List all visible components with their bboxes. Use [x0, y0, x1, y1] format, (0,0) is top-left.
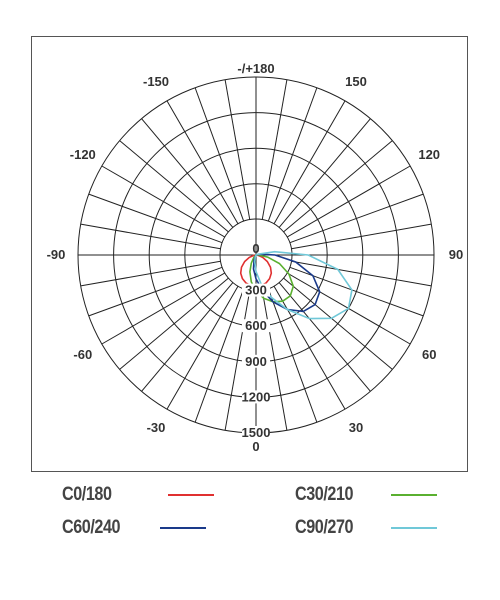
legend-label: C60/240: [62, 517, 121, 538]
radial-label-bg: [242, 390, 270, 404]
grid-spoke: [80, 223, 221, 250]
chart-frame: [31, 36, 468, 472]
angle-label: -30: [147, 420, 166, 435]
grid-spoke: [283, 277, 393, 370]
grid-spoke: [267, 288, 318, 423]
grid-spoke: [224, 290, 251, 431]
radial-label-bg: [242, 426, 270, 439]
grid-spoke: [261, 290, 288, 431]
grid-spoke: [291, 223, 432, 250]
radial-label: 1500: [242, 425, 271, 440]
radial-label: 0: [252, 241, 259, 256]
grid-spoke: [224, 79, 251, 220]
grid-spoke: [141, 282, 234, 392]
legend-item-c60-240: C60/240: [62, 517, 206, 539]
angle-label: -/+180: [237, 61, 274, 76]
radial-label-bg: [242, 319, 270, 333]
grid-spoke: [289, 266, 424, 317]
grid-spoke: [194, 87, 245, 222]
grid-spoke: [267, 87, 318, 222]
legend-swatch: [160, 527, 206, 529]
grid-spoke: [119, 140, 229, 233]
grid-spoke: [88, 193, 223, 244]
radial-label: 1200: [242, 389, 271, 404]
grid-spoke: [119, 277, 229, 370]
grid-spoke: [283, 140, 393, 233]
grid-spoke: [194, 288, 245, 423]
angle-label: 90: [449, 247, 463, 262]
radial-label-bg: [242, 354, 270, 368]
angle-label: 120: [418, 147, 440, 162]
grid-spoke: [141, 118, 234, 228]
grid-spoke: [289, 193, 424, 244]
legend-item-c30-210: C30/210: [295, 484, 437, 506]
legend-label: C90/270: [295, 517, 354, 538]
radial-label-bg: [242, 283, 270, 297]
legend-swatch: [391, 494, 437, 496]
curve-c60-240: [252, 253, 321, 313]
angle-label: -150: [143, 74, 169, 89]
grid-spoke: [80, 260, 221, 287]
radial-label: 600: [245, 318, 267, 333]
grid-spoke: [278, 282, 371, 392]
legend-swatch: [391, 527, 437, 529]
radial-label: 300: [245, 283, 267, 298]
angle-label: 150: [345, 74, 367, 89]
legend-item-c0-180: C0/180: [62, 484, 214, 506]
angle-label: -120: [70, 147, 96, 162]
angle-labels: -/+180 150 -150 120 -120 90 -90 60 -60 30 -30 0: [47, 61, 464, 454]
grid-spoke: [261, 79, 288, 220]
angle-label: -60: [73, 347, 92, 362]
grid-spoke: [291, 260, 432, 287]
curve-c90-270: [253, 250, 353, 320]
legend-swatch: [168, 494, 214, 496]
legend-label: C0/180: [62, 484, 112, 505]
legend-label: C30/210: [295, 484, 354, 505]
grid-spoke: [278, 118, 371, 228]
angle-label: 0: [252, 439, 259, 454]
legend-item-c90-270: C90/270: [295, 517, 437, 539]
radial-label: 900: [245, 354, 267, 369]
angle-label: -90: [47, 247, 66, 262]
angle-label: 30: [349, 420, 363, 435]
radial-labels: 0 300 600 900 1200 1500: [242, 241, 271, 440]
grid-spoke: [88, 266, 223, 317]
angle-label: 60: [422, 347, 436, 362]
